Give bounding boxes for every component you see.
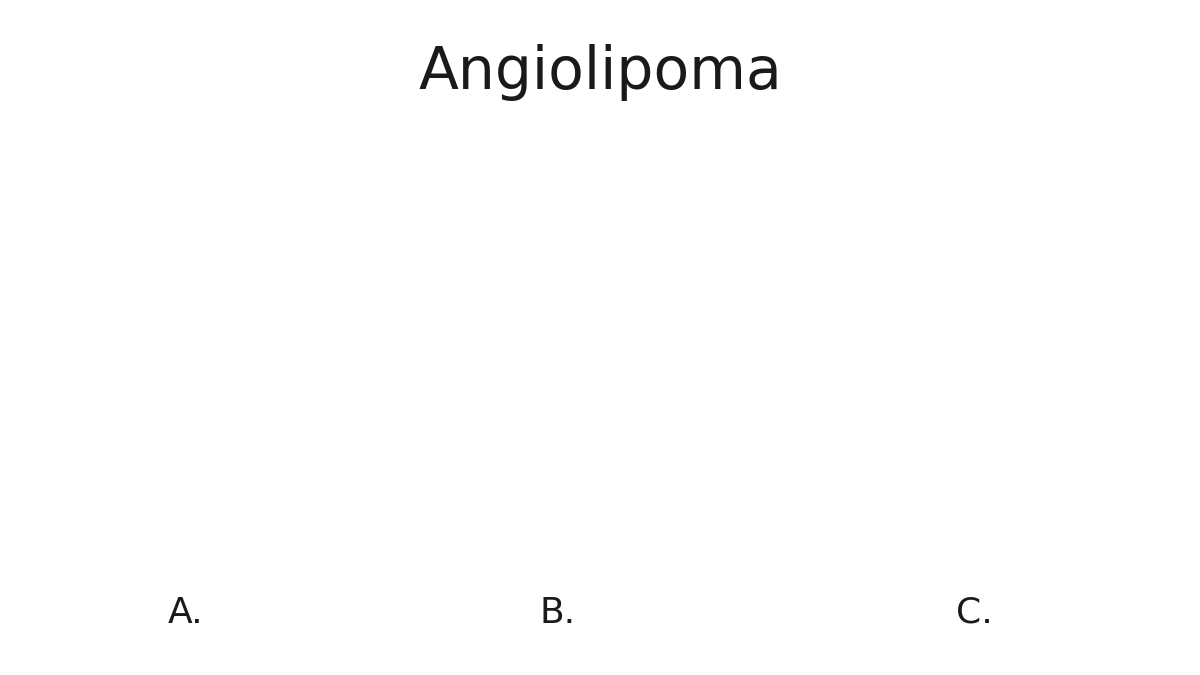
Text: C.: C. [956,596,992,630]
Text: B.: B. [540,596,576,630]
Text: A.: A. [168,596,204,630]
Text: Angiolipoma: Angiolipoma [418,44,782,101]
